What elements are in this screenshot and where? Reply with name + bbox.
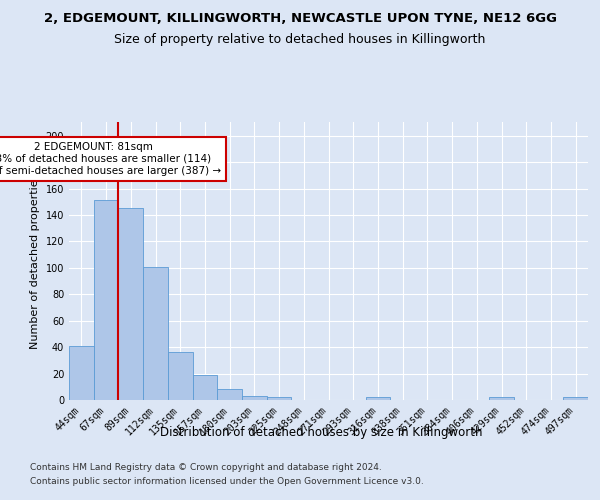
Text: 2 EDGEMOUNT: 81sqm
← 23% of detached houses are smaller (114)
77% of semi-detach: 2 EDGEMOUNT: 81sqm ← 23% of detached hou… bbox=[0, 142, 221, 176]
Text: Contains HM Land Registry data © Crown copyright and database right 2024.: Contains HM Land Registry data © Crown c… bbox=[30, 462, 382, 471]
Text: 2, EDGEMOUNT, KILLINGWORTH, NEWCASTLE UPON TYNE, NE12 6GG: 2, EDGEMOUNT, KILLINGWORTH, NEWCASTLE UP… bbox=[44, 12, 557, 26]
Text: Contains public sector information licensed under the Open Government Licence v3: Contains public sector information licen… bbox=[30, 478, 424, 486]
Bar bbox=[242, 396, 267, 400]
Bar bbox=[69, 346, 94, 400]
Bar bbox=[563, 398, 588, 400]
Bar bbox=[143, 266, 168, 400]
Text: Distribution of detached houses by size in Killingworth: Distribution of detached houses by size … bbox=[160, 426, 482, 439]
Bar bbox=[193, 375, 217, 400]
Bar bbox=[168, 352, 193, 400]
Text: Size of property relative to detached houses in Killingworth: Size of property relative to detached ho… bbox=[115, 32, 485, 46]
Bar bbox=[94, 200, 118, 400]
Bar bbox=[118, 208, 143, 400]
Bar bbox=[217, 390, 242, 400]
Bar bbox=[489, 398, 514, 400]
Bar bbox=[267, 398, 292, 400]
Bar bbox=[365, 398, 390, 400]
Y-axis label: Number of detached properties: Number of detached properties bbox=[30, 174, 40, 349]
